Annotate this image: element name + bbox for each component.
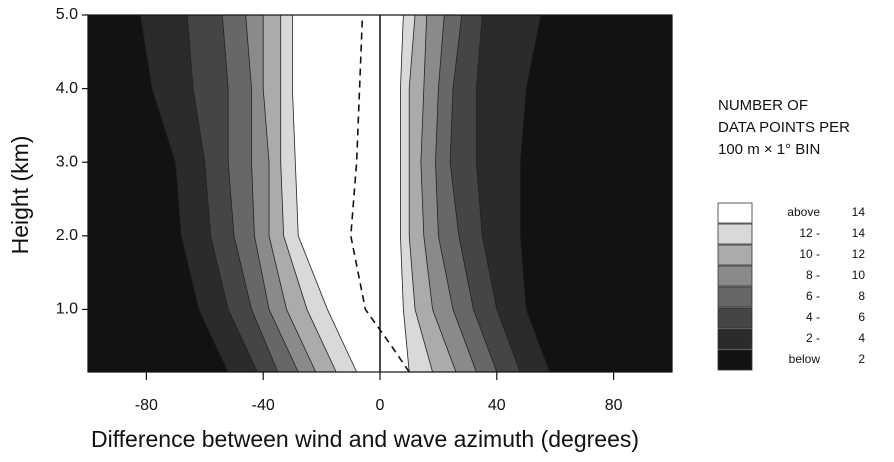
legend-upper: 6	[858, 310, 865, 324]
x-tick-label: 0	[376, 397, 385, 414]
legend-swatch	[717, 244, 753, 266]
legend-upper: 4	[858, 331, 865, 345]
x-tick-label: 40	[488, 397, 506, 414]
legend-title: NUMBER OF	[718, 97, 808, 114]
legend-lower: 2 -	[806, 331, 820, 345]
x-axis-label: Difference between wind and wave azimuth…	[91, 426, 639, 452]
y-tick-label: 2.0	[56, 227, 78, 244]
legend-title: 100 m × 1° BIN	[718, 141, 820, 158]
y-axis-label: Height (km)	[7, 136, 33, 255]
legend-lower: 4 -	[806, 310, 820, 324]
y-tick-label: 4.0	[56, 80, 78, 97]
legend-swatch	[717, 328, 753, 350]
legend-upper: 12	[852, 247, 866, 261]
legend-lower: 6 -	[806, 289, 820, 303]
legend-lower: above	[787, 205, 820, 219]
y-tick-label: 3.0	[56, 153, 78, 170]
legend-lower: 10 -	[799, 247, 820, 261]
legend-lower: below	[789, 352, 821, 366]
legend-upper: 14	[852, 205, 866, 219]
legend-lower: 8 -	[806, 268, 820, 282]
y-tick-label: 1.0	[56, 301, 78, 318]
legend-swatch	[717, 223, 753, 245]
legend-swatch	[717, 349, 753, 371]
legend-swatch	[717, 286, 753, 308]
y-tick-label: 5.0	[56, 6, 78, 23]
legend-upper: 14	[852, 226, 866, 240]
legend-upper: 10	[852, 268, 866, 282]
x-tick-label: -40	[252, 397, 275, 414]
legend-swatch	[717, 265, 753, 287]
x-tick-label: 80	[605, 397, 623, 414]
legend-swatch	[717, 307, 753, 329]
legend-swatch	[717, 202, 753, 224]
legend-upper: 8	[858, 289, 865, 303]
x-tick-label: -80	[135, 397, 158, 414]
legend-upper: 2	[858, 352, 865, 366]
legend-lower: 12 -	[799, 226, 820, 240]
legend-title: DATA POINTS PER	[718, 119, 850, 136]
